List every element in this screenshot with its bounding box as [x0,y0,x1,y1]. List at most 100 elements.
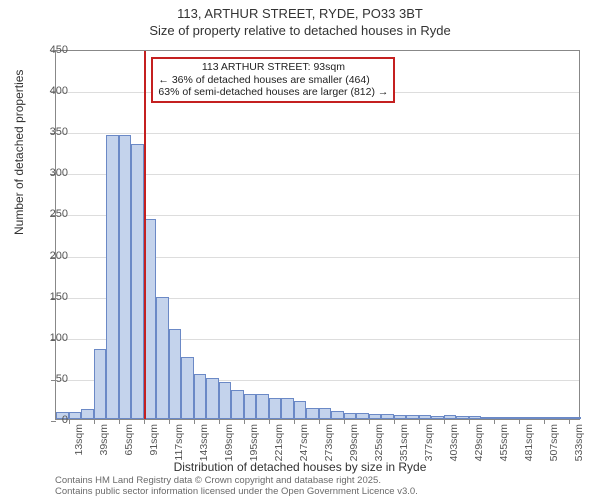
histogram-bar [381,414,394,419]
x-tick [119,419,120,424]
x-tick-label: 403sqm [448,424,460,461]
histogram-bar [406,415,419,419]
x-tick [419,419,420,424]
callout-box: 113 ARTHUR STREET: 93sqm← 36% of detache… [151,57,395,103]
x-tick [69,419,70,424]
callout-line2: ← 36% of detached houses are smaller (46… [158,74,388,87]
x-tick [494,419,495,424]
histogram-bar [131,144,144,419]
histogram-bar [106,135,119,419]
histogram-bar [69,412,82,419]
x-tick-label: 507sqm [548,424,560,461]
histogram-bar [244,394,257,419]
x-tick-label: 325sqm [373,424,385,461]
callout-line3: 63% of semi-detached houses are larger (… [158,86,388,99]
histogram-bar [456,416,469,419]
x-tick-label: 169sqm [223,424,235,461]
x-tick [569,419,570,424]
histogram-bar [481,417,494,419]
x-tick [394,419,395,424]
x-tick [444,419,445,424]
y-tick-label: 250 [28,208,68,220]
y-tick-label: 200 [28,250,68,262]
plot-region: 13sqm39sqm65sqm91sqm117sqm143sqm169sqm19… [55,50,580,420]
histogram-bar [344,413,357,419]
x-tick [369,419,370,424]
histogram-bar [306,408,319,419]
x-tick-label: 247sqm [298,424,310,461]
histogram-bar [431,416,444,419]
x-tick-label: 13sqm [73,424,85,456]
x-tick-label: 221sqm [273,424,285,461]
histogram-bar [331,411,344,419]
gridline [56,133,579,134]
x-tick-label: 481sqm [523,424,535,461]
histogram-bar [569,417,582,419]
x-tick-label: 65sqm [123,424,135,456]
x-tick [169,419,170,424]
marker-line [144,51,146,419]
x-tick [94,419,95,424]
histogram-bar [494,417,507,419]
histogram-bar [519,417,532,419]
y-tick-label: 350 [28,126,68,138]
x-axis-title: Distribution of detached houses by size … [0,460,600,474]
title-line1: 113, ARTHUR STREET, RYDE, PO33 3BT [0,6,600,23]
histogram-bar [444,415,457,419]
histogram-bar [394,415,407,419]
histogram-bar [369,414,382,419]
histogram-bar [119,135,132,419]
footer-attribution: Contains HM Land Registry data © Crown c… [55,476,418,498]
x-tick [519,419,520,424]
y-tick-label: 100 [28,332,68,344]
chart-area: 13sqm39sqm65sqm91sqm117sqm143sqm169sqm19… [55,50,580,420]
x-tick-label: 377sqm [423,424,435,461]
histogram-bar [194,374,207,419]
x-tick [219,419,220,424]
histogram-bar [419,415,432,419]
x-tick [344,419,345,424]
x-tick-label: 533sqm [573,424,585,461]
histogram-bar [531,417,544,419]
x-tick-label: 143sqm [198,424,210,461]
histogram-bar [94,349,107,419]
x-tick [294,419,295,424]
footer-line2: Contains public sector information licen… [55,487,418,498]
x-tick-label: 273sqm [323,424,335,461]
x-tick-label: 351sqm [398,424,410,461]
x-tick [319,419,320,424]
histogram-bar [319,408,332,419]
x-tick [544,419,545,424]
histogram-bar [556,417,569,419]
y-tick-label: 50 [28,373,68,385]
histogram-bar [181,357,194,419]
y-tick-label: 150 [28,291,68,303]
y-tick-label: 0 [28,414,68,426]
title-block: 113, ARTHUR STREET, RYDE, PO33 3BT Size … [0,0,600,40]
x-tick-label: 299sqm [348,424,360,461]
x-tick-label: 455sqm [498,424,510,461]
histogram-bar [256,394,269,419]
histogram-bar [544,417,557,419]
y-tick-label: 400 [28,85,68,97]
histogram-bar [506,417,519,419]
callout-title: 113 ARTHUR STREET: 93sqm [158,61,388,74]
y-axis-title: Number of detached properties [12,70,26,235]
histogram-bar [356,413,369,419]
y-tick-label: 300 [28,167,68,179]
x-tick-label: 429sqm [473,424,485,461]
x-tick-label: 91sqm [148,424,160,456]
x-tick [194,419,195,424]
histogram-bar [269,398,282,419]
histogram-bar [219,382,232,419]
histogram-bar [281,398,294,419]
x-tick [244,419,245,424]
histogram-bar [169,329,182,419]
histogram-bar [294,401,307,419]
histogram-bar [231,390,244,419]
x-tick-label: 195sqm [248,424,260,461]
histogram-bar [206,378,219,419]
histogram-bar [469,416,482,419]
x-tick [144,419,145,424]
x-tick-label: 39sqm [98,424,110,456]
